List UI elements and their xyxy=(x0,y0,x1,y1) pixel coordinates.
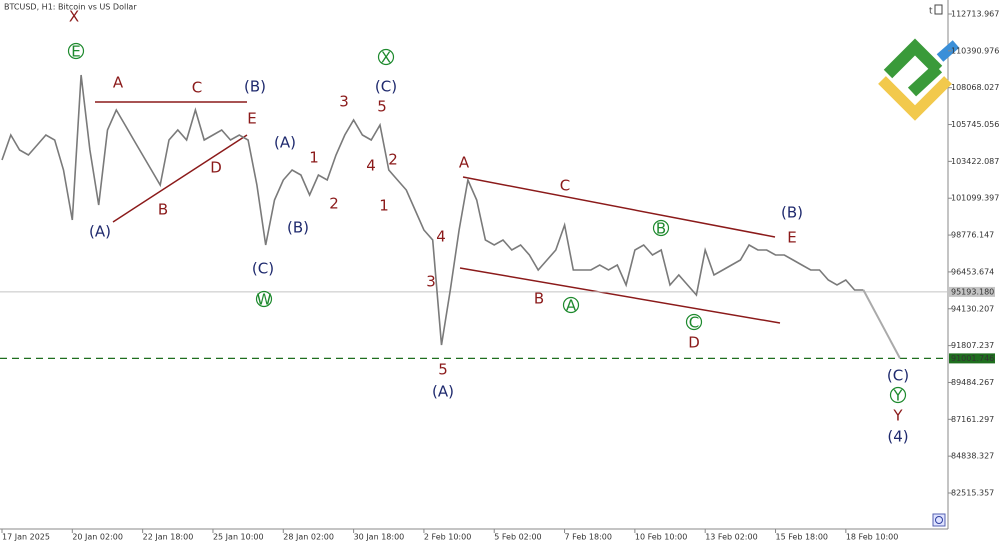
wave-circle xyxy=(685,313,703,331)
y-tick-label: 103422.087 xyxy=(951,157,999,166)
wave-label: Y xyxy=(892,387,903,405)
logo-part xyxy=(907,63,943,97)
x-tick-label: 28 Jan 02:00 xyxy=(283,533,334,542)
wave-label: Y xyxy=(892,407,903,425)
price-label: 91001.746 xyxy=(951,354,994,363)
y-tick-label: 108068.027 xyxy=(951,83,999,92)
y-tick-label: 94130.207 xyxy=(951,304,994,313)
wave-label: B xyxy=(158,201,168,219)
wave-circle xyxy=(67,42,85,60)
wave-label: (C) xyxy=(252,260,274,278)
x-tick-label: 15 Feb 18:00 xyxy=(776,533,828,542)
y-tick-label: 98776.147 xyxy=(951,231,994,240)
wave-label: 4 xyxy=(436,228,446,246)
wave-label: (A) xyxy=(274,134,296,152)
y-tick-label: 89484.267 xyxy=(951,378,994,387)
wave-label: E xyxy=(247,110,256,128)
wave-label: C xyxy=(689,314,699,332)
wave-label: D xyxy=(210,159,222,177)
wave-label: E xyxy=(71,43,80,61)
wave-circle xyxy=(889,386,907,404)
wave-label: X xyxy=(69,8,79,26)
y-tick-label: 110390.976 xyxy=(951,46,999,55)
wave-label: 3 xyxy=(426,273,436,291)
price-line-series xyxy=(1,74,864,346)
wave-label: (A) xyxy=(89,223,111,241)
wave-label: 1 xyxy=(309,149,319,167)
price-label-box xyxy=(949,286,995,297)
trendline xyxy=(462,176,776,238)
wave-label: A xyxy=(566,297,577,315)
wave-label: (B) xyxy=(287,219,309,237)
wave-label: (B) xyxy=(244,78,266,96)
wave-circle xyxy=(255,290,273,308)
wave-label: C xyxy=(560,177,570,195)
wave-label: B xyxy=(656,220,666,238)
y-tick-label: 112713.967 xyxy=(951,9,999,18)
y-tick-label: 82515.357 xyxy=(951,489,994,498)
chart-title: BTCUSD, H1: Bitcoin vs US Dollar xyxy=(4,3,137,12)
toolbar-icon[interactable]: t xyxy=(929,7,933,17)
toolbar-icon xyxy=(935,516,943,524)
wave-label: (B) xyxy=(781,204,803,222)
y-tick-label: 105745.056 xyxy=(951,120,999,129)
trendline xyxy=(112,134,248,223)
wave-label: (C) xyxy=(375,78,397,96)
wave-circle xyxy=(562,296,580,314)
wave-label: E xyxy=(787,229,796,247)
wave-label: A xyxy=(459,154,470,172)
x-tick-label: 2 Feb 10:00 xyxy=(424,533,471,542)
trendlines xyxy=(95,101,781,324)
wave-label: 4 xyxy=(366,157,376,175)
y-tick-label: 96453.674 xyxy=(951,267,994,276)
logo-part xyxy=(878,76,952,121)
price-label-box xyxy=(949,353,995,364)
logo-part xyxy=(883,38,943,79)
x-tick-label: 5 Feb 02:00 xyxy=(494,533,541,542)
wave-label: W xyxy=(257,291,272,309)
wave-circle xyxy=(377,48,395,66)
y-tick-label: 84838.327 xyxy=(951,452,994,461)
toolbar-icon[interactable] xyxy=(932,513,946,527)
x-tick-label: 22 Jan 18:00 xyxy=(143,533,194,542)
x-tick-label: 10 Feb 10:00 xyxy=(635,533,687,542)
x-tick-label: 25 Jan 10:00 xyxy=(213,533,264,542)
y-tick-label: 87161.297 xyxy=(951,415,994,424)
wave-label: 2 xyxy=(388,151,398,169)
wave-label: (C) xyxy=(887,367,909,385)
x-tick-label: 18 Feb 10:00 xyxy=(846,533,898,542)
wave-label: X xyxy=(381,49,391,67)
x-tick-label: 17 Jan 2025 xyxy=(2,533,50,542)
y-tick-label: 91807.237 xyxy=(951,341,994,350)
wave-label: (A) xyxy=(432,383,454,401)
x-tick-label: 13 Feb 02:00 xyxy=(705,533,757,542)
wave-label: C xyxy=(192,79,202,97)
wave-label: B xyxy=(534,290,544,308)
forecast-line xyxy=(862,289,901,359)
x-tick-label: 30 Jan 18:00 xyxy=(354,533,405,542)
wave-label: 3 xyxy=(339,93,349,111)
x-tick-label: 7 Feb 18:00 xyxy=(565,533,612,542)
wave-circle xyxy=(652,219,670,237)
y-tick-label: 101099.397 xyxy=(951,194,999,203)
wave-label: 5 xyxy=(377,98,387,116)
wave-label: A xyxy=(113,74,124,92)
price-label: 95193.180 xyxy=(951,287,994,296)
wave-label: 2 xyxy=(329,195,339,213)
wave-label: D xyxy=(688,334,700,352)
trendline xyxy=(459,267,781,324)
wave-label: 5 xyxy=(438,361,448,379)
x-tick-label: 20 Jan 02:00 xyxy=(72,533,123,542)
wave-label: 1 xyxy=(379,197,389,215)
wave-label: (4) xyxy=(887,428,908,446)
toolbar-icon[interactable] xyxy=(934,4,943,15)
